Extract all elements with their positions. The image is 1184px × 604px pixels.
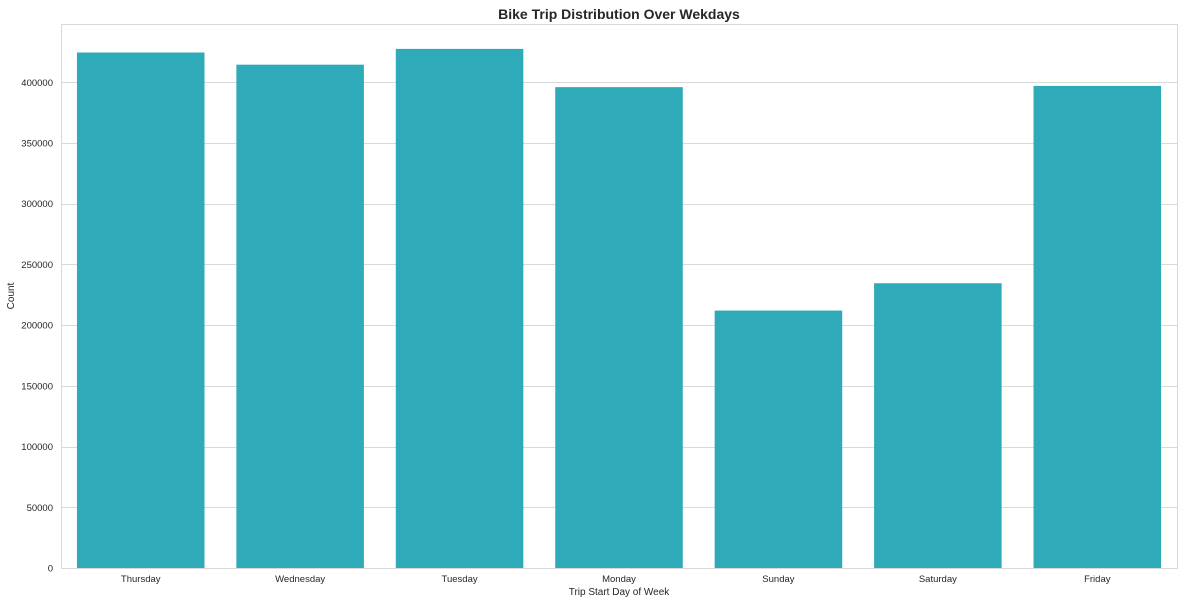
bar-sunday bbox=[714, 310, 843, 568]
bars bbox=[76, 48, 1162, 569]
y-tick-label: 250000 bbox=[21, 260, 53, 271]
bar-tuesday bbox=[395, 48, 524, 568]
y-axis-label: Count bbox=[6, 282, 17, 309]
bar-saturday bbox=[874, 283, 1002, 568]
y-tick-label: 150000 bbox=[21, 381, 53, 392]
y-tick-label: 300000 bbox=[21, 199, 53, 210]
x-tick-label: Saturday bbox=[919, 574, 957, 585]
y-tick-label: 0 bbox=[48, 564, 53, 575]
x-tick-label: Thursday bbox=[121, 574, 161, 585]
bar-monday bbox=[555, 87, 683, 569]
plot-frame bbox=[61, 24, 1178, 569]
x-tick-label: Tuesday bbox=[442, 574, 478, 585]
x-tick-label: Monday bbox=[602, 574, 636, 585]
chart-title: Bike Trip Distribution Over Wekdays bbox=[498, 6, 740, 22]
y-tick-label: 350000 bbox=[21, 139, 53, 150]
x-tick-label: Friday bbox=[1084, 574, 1111, 585]
y-tick-label: 400000 bbox=[21, 78, 53, 89]
y-tick-label: 200000 bbox=[21, 321, 53, 332]
x-tick-label: Wednesday bbox=[275, 574, 325, 585]
x-axis-label: Trip Start Day of Week bbox=[569, 587, 671, 598]
y-tick-labels: 0 50000 100000 150000 200000 250000 300000 3500… bbox=[21, 78, 53, 575]
x-tick-label: Sunday bbox=[762, 574, 794, 585]
x-tick-labels: Thursday Wednesday Tuesday Monday Sunday Satu… bbox=[121, 574, 1111, 585]
bar-friday bbox=[1033, 85, 1162, 568]
y-tick-label: 100000 bbox=[21, 442, 53, 453]
y-tick-label: 50000 bbox=[27, 503, 53, 514]
bar-thursday bbox=[76, 52, 205, 569]
bar-wednesday bbox=[236, 64, 364, 568]
